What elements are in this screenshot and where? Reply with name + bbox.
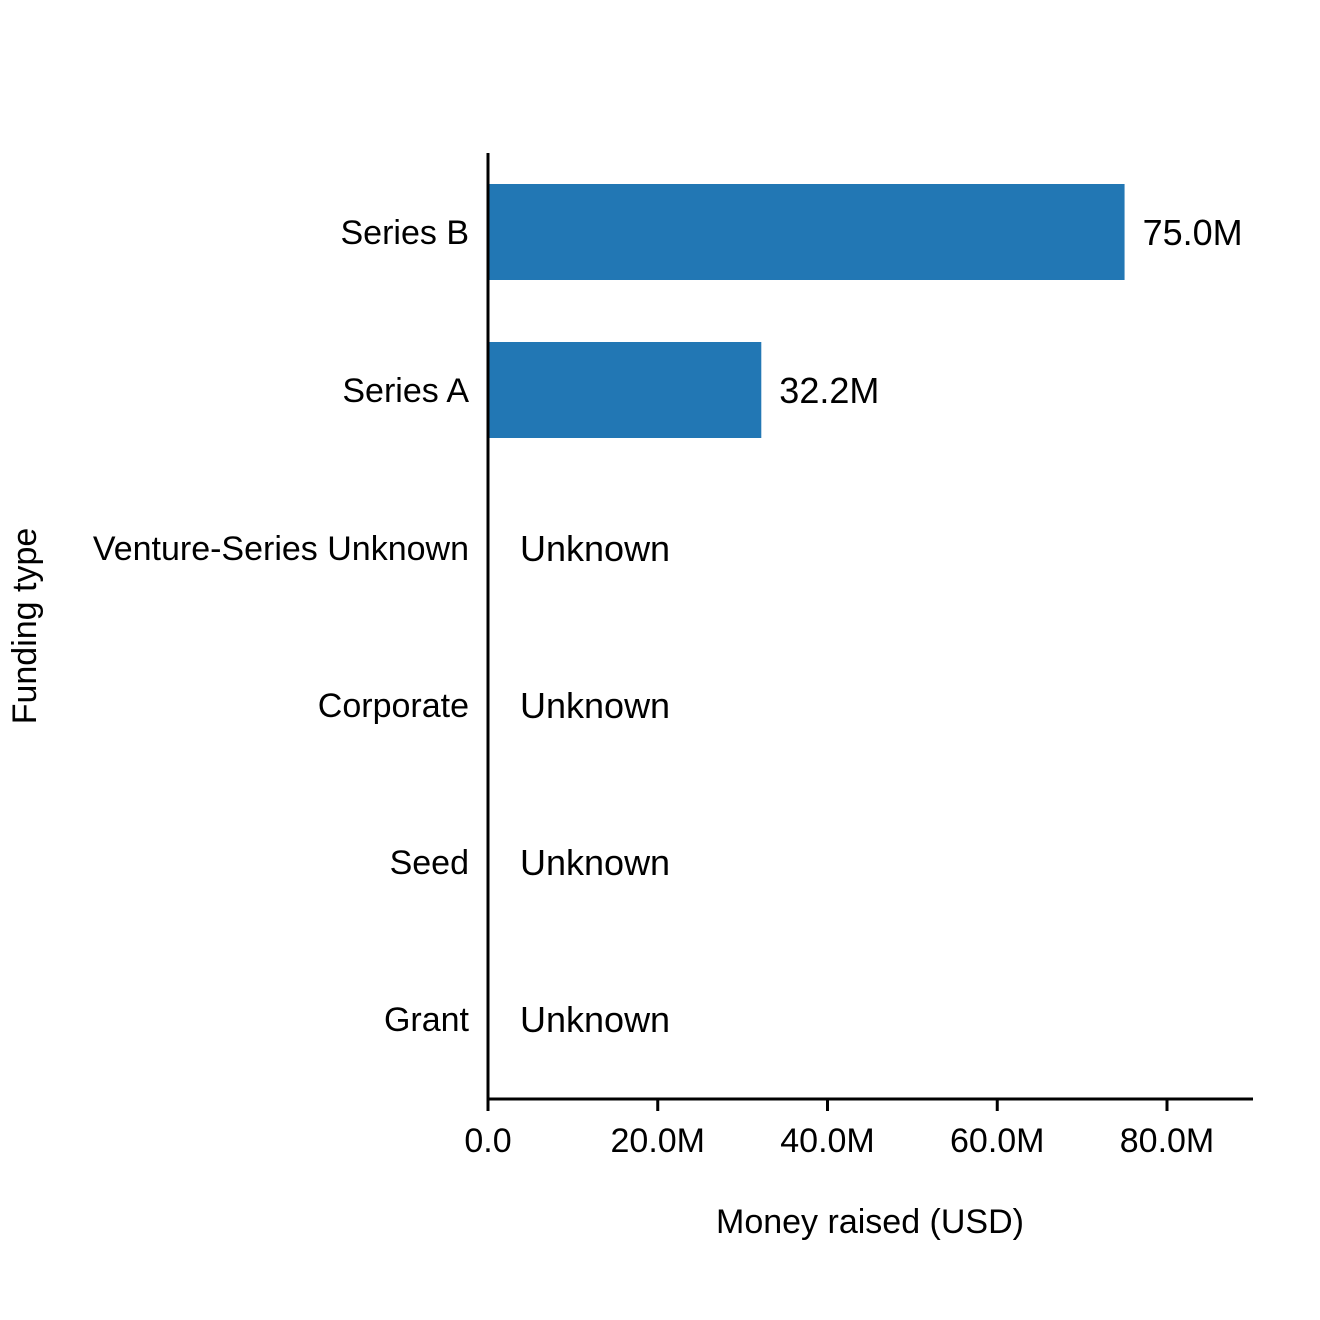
y-axis-title: Funding type xyxy=(6,528,44,725)
category-label: Series B xyxy=(341,214,470,252)
axes-layer xyxy=(486,153,1253,1101)
bar-value-label: 32.2M xyxy=(779,370,879,411)
x-tick-label: 0.0 xyxy=(464,1122,511,1160)
x-tick-label: 20.0M xyxy=(611,1122,706,1160)
bar-value-label: Unknown xyxy=(520,842,670,883)
category-label: Corporate xyxy=(318,687,469,725)
x-tick-label: 80.0M xyxy=(1120,1122,1215,1160)
value-labels-layer: 75.0M 32.2M Unknown Unknown Unknown Unknown xyxy=(520,212,1243,1040)
x-tick-label: 40.0M xyxy=(780,1122,875,1160)
category-label: Grant xyxy=(384,1001,470,1039)
bar xyxy=(489,184,1125,280)
category-label: Series A xyxy=(342,372,469,410)
bars-layer xyxy=(489,184,1125,438)
category-labels-layer: Series B Series A Venture-Series Unknown Co… xyxy=(93,214,470,1039)
x-tick-label: 60.0M xyxy=(950,1122,1045,1160)
bar-value-label: 75.0M xyxy=(1143,212,1243,253)
category-label: Venture-Series Unknown xyxy=(93,530,469,568)
bar-value-label: Unknown xyxy=(520,685,670,726)
category-label: Seed xyxy=(390,844,469,882)
bar-value-label: Unknown xyxy=(520,999,670,1040)
x-ticks-layer: 0.0 20.0M 40.0M 60.0M 80.0M xyxy=(464,1099,1214,1160)
x-axis-title: Money raised (USD) xyxy=(716,1203,1024,1241)
bar-value-label: Unknown xyxy=(520,528,670,569)
bar xyxy=(489,342,762,438)
